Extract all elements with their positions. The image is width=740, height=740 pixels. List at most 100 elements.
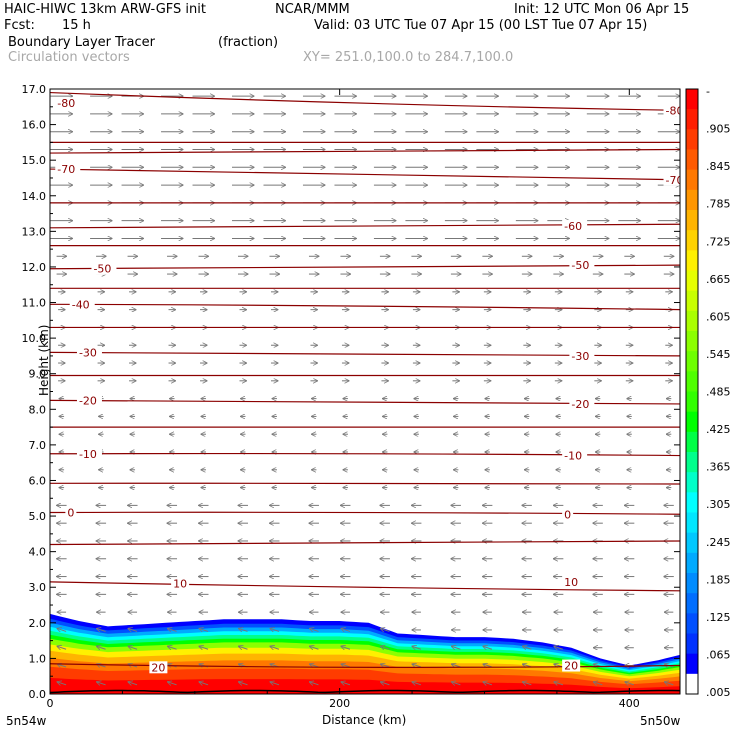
isotherm-label: -20 [571,398,589,411]
colorbar-swatch [686,310,698,332]
wind-vector [451,682,461,685]
colorbar-label: .485 [706,386,731,399]
y-tick-label: 15.0 [22,154,47,167]
wind-vector [412,682,422,685]
isotherm-line [50,663,680,668]
wind-vector [412,646,422,649]
isotherm-label: -20 [79,394,97,407]
isotherm-label: -10 [564,450,582,463]
wind-vector [341,628,351,631]
colorbar-label: .785 [706,198,731,211]
wind-vector [168,628,177,631]
wind-vector [664,682,674,685]
colorbar-swatch [686,109,698,130]
wind-vector [341,664,351,667]
colorbar-swatch [686,371,698,392]
wind-vector [554,646,564,649]
y-axis-label: Height (km) [37,325,51,396]
valid-time: Valid: 03 UTC Tue 07 Apr 15 (00 LST Tue … [314,18,648,33]
colorbar-swatch [686,230,698,251]
y-tick-label: 5.0 [29,510,47,523]
wind-vector [97,646,106,649]
colorbar-label: .605 [706,310,731,323]
colorbar-swatch [686,613,698,634]
x-tick-label: 200 [329,697,350,710]
y-tick-label: 12.0 [22,261,47,274]
x-right-location: 5n50w [640,714,681,728]
wind-vector [309,682,319,685]
isotherm-label: 10 [173,578,187,591]
wind-vector [412,664,422,667]
vectors-label: Circulation vectors [8,50,130,65]
isotherm-label-bg [55,97,81,110]
isotherm-label: 20 [564,660,578,673]
x-tick-label: 400 [619,697,640,710]
isotherm-label: 0 [564,508,571,521]
y-tick-label: 13.0 [22,225,47,238]
x-tick-label: 0 [47,697,54,710]
isotherm-line [50,168,680,181]
isotherm-label: -50 [93,263,111,276]
y-tick-label: 0.0 [29,688,47,701]
wind-vector [483,646,493,649]
wind-vector [239,646,248,649]
y-tick-label: 8.0 [29,403,47,416]
isotherm-line [50,91,680,111]
colorbar-label: .305 [706,498,731,511]
colorbar-swatch [686,452,698,473]
colorbar-swatch [686,593,698,614]
y-tick-label: 2.0 [29,617,47,630]
fcst-value: 15 h [62,18,91,33]
colorbar-swatch [686,129,698,150]
colorbar-label: .725 [706,235,731,248]
wind-vector [199,628,209,631]
isotherm-label-bg [76,447,102,460]
field-units: (fraction) [218,35,279,50]
colorbar-swatch [686,169,698,191]
isotherm-label-bg [69,298,95,311]
wind-vector [97,682,106,685]
isotherm-line [50,452,680,457]
org-label: NCAR/MMM [275,2,350,17]
isotherm-label-bg [55,163,81,176]
isotherm-label-bg [562,449,588,462]
colorbar-swatch [686,391,698,413]
wind-vector [168,646,177,649]
colorbar-swatch [686,653,698,675]
wind-vector [239,682,248,685]
isotherm-label-bg [91,262,117,275]
wind-vector [57,646,67,649]
colorbar-label: .185 [706,573,731,586]
wind-vector [128,646,138,649]
colorbar-label: .905 [706,123,731,136]
wind-vector [341,646,351,649]
colorbar-swatch [686,431,698,453]
isotherm-label-bg [663,104,680,117]
axes: 0.0 1.0 2.0 3.0 4.0 5.0 6.0 7.0 8.0 9.0 10.0 11.0 12… [22,83,680,710]
isotherm-label-bg [562,659,581,672]
colorbar-swatch [686,89,698,110]
y-tick-label: 11.0 [22,297,47,310]
field-name: Boundary Layer Tracer [8,35,155,50]
isotherm-label: 0 [67,507,74,520]
isotherm-label-bg [76,346,102,359]
isotherm-label-bg [569,349,595,362]
wind-vector [341,682,351,685]
wind-vector [554,682,564,685]
colorbar-label: - [706,85,710,98]
colorbar-label: .665 [706,273,731,286]
isotherm-line [50,511,680,515]
isotherm-label-bg [562,575,581,588]
x-left-location: 5n54w [6,714,47,728]
xy-label: XY= 251.0,100.0 to 284.7,100.0 [303,50,514,65]
colorbar-swatch [686,149,698,171]
colorbar-label: .125 [706,611,731,624]
colorbar-swatch [686,492,698,513]
isotherm-label: -40 [72,298,90,311]
isotherm-line [50,223,680,229]
isotherm-label-bg [562,220,588,233]
colorbar-swatch [686,290,698,312]
y-tick-label: 1.0 [29,652,47,665]
colorbar-label: .845 [706,160,731,173]
wind-vector [380,646,390,649]
